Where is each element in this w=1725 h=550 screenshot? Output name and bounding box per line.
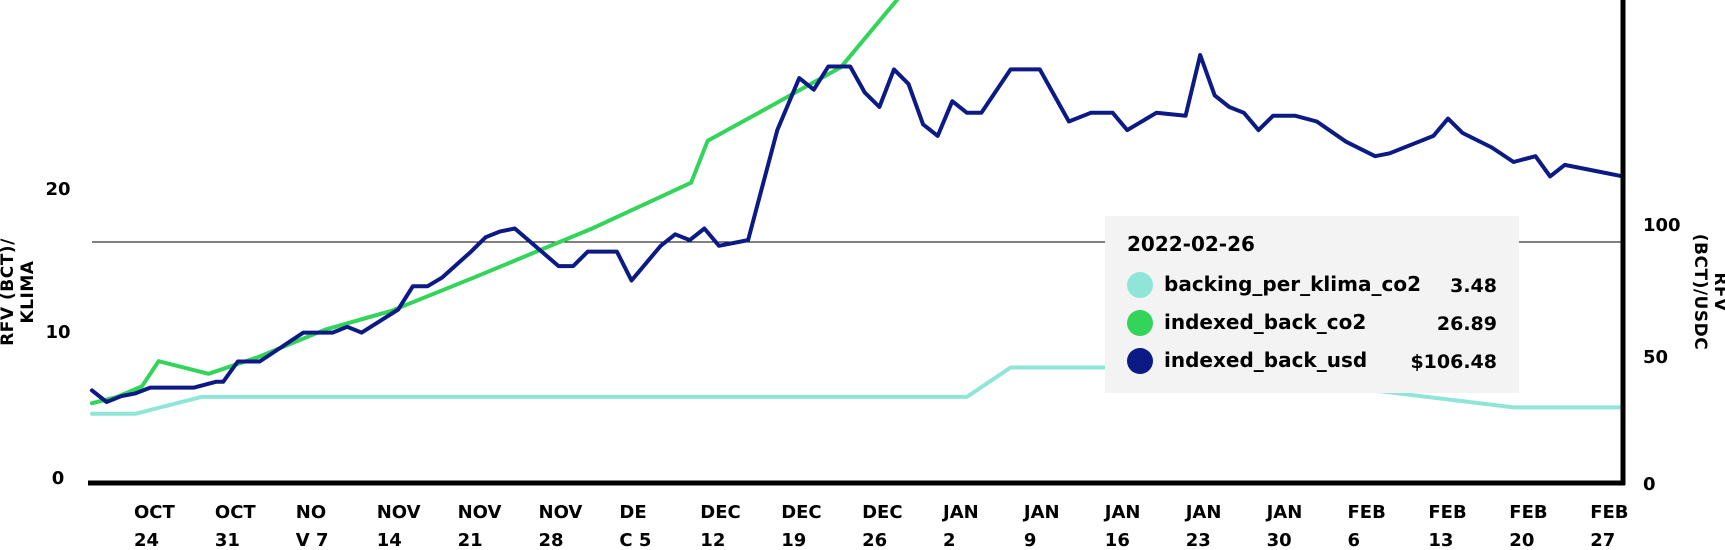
x-tick-label: 21 — [458, 530, 483, 550]
y-right-tick-label: 100 — [1643, 215, 1681, 236]
legend-swatch-backing-per-klima-co2 — [1127, 272, 1153, 298]
x-tick-label: JAN — [941, 502, 979, 523]
legend-swatch-indexed-back-co2 — [1127, 310, 1153, 336]
tooltip-series-value: 3.48 — [1450, 275, 1497, 297]
x-tick-label: C 5 — [619, 530, 651, 550]
x-tick-label: FEB — [1428, 502, 1466, 523]
x-tick-label: DEC — [862, 502, 902, 523]
y-axis-right-label: RFV (BCT)/USDC — [1690, 233, 1725, 351]
x-tick-label: 13 — [1428, 530, 1453, 550]
y-left-tick-label: 10 — [45, 322, 70, 343]
tooltip-series-name: backing_per_klima_co2 — [1164, 272, 1421, 296]
x-tick-label: 27 — [1590, 530, 1615, 550]
chart-series — [90, 0, 1625, 416]
x-tick-label: 31 — [215, 530, 240, 550]
x-tick-label: 16 — [1105, 530, 1130, 550]
x-tick-label: JAN — [1103, 502, 1141, 523]
x-tick-label: 12 — [700, 530, 725, 550]
series-line-backing-per-klima-co2 — [90, 365, 1625, 416]
x-tick-label: DEC — [781, 502, 821, 523]
series-line-indexed-back-usd — [90, 53, 1625, 404]
x-tick-label: 20 — [1509, 530, 1534, 550]
x-tick-label: NOV — [458, 502, 502, 523]
chart-tick-labels: 0 10 20 0 50 100 OCT 24 OCT 31 NO V 7 NOV 14 NOV 21 NOV 2… — [45, 179, 1680, 550]
tooltip-date: 2022-02-26 — [1127, 232, 1255, 256]
x-tick-label: JAN — [1265, 502, 1303, 523]
x-tick-label: V 7 — [296, 530, 329, 550]
x-tick-label: 28 — [539, 530, 564, 550]
x-tick-label: JAN — [1022, 502, 1060, 523]
x-tick-label: 30 — [1267, 530, 1292, 550]
x-tick-label: 23 — [1186, 530, 1211, 550]
y-left-tick-label: 20 — [45, 179, 70, 200]
y-right-tick-label: 0 — [1643, 474, 1656, 495]
x-tick-label: NOV — [539, 502, 583, 523]
tooltip-series-value: 26.89 — [1436, 313, 1497, 335]
x-tick-label: FEB — [1348, 502, 1386, 523]
x-tick-label: 6 — [1348, 530, 1361, 550]
x-tick-label: OCT — [215, 502, 257, 523]
x-tick-label: DE — [619, 502, 646, 523]
x-tick-label: JAN — [1184, 502, 1222, 523]
x-tick-label: 14 — [377, 530, 402, 550]
chart-axes — [88, 0, 1626, 486]
y-axis-left-label: RFV (BCT)/ KLIMA — [0, 238, 38, 346]
tooltip-row: indexed_back_co2 26.89 — [1127, 308, 1497, 338]
x-tick-label: NOV — [377, 502, 421, 523]
x-tick-label: FEB — [1590, 502, 1628, 523]
x-tick-label: 24 — [134, 530, 159, 550]
x-tick-label: OCT — [134, 502, 176, 523]
x-tick-label: 2 — [943, 530, 956, 550]
x-tick-label: 26 — [862, 530, 887, 550]
legend-swatch-indexed-back-usd — [1127, 348, 1153, 374]
x-tick-label: 19 — [781, 530, 806, 550]
x-tick-label: DEC — [700, 502, 740, 523]
tooltip-series-value: $106.48 — [1410, 351, 1497, 373]
tooltip-series-name: indexed_back_co2 — [1164, 310, 1367, 334]
tooltip-row: backing_per_klima_co2 3.48 — [1127, 270, 1497, 300]
x-tick-label: NO — [296, 502, 326, 523]
x-tick-label: FEB — [1509, 502, 1547, 523]
hover-tooltip: 2022-02-26 backing_per_klima_co2 3.48 in… — [1105, 216, 1519, 393]
y-right-tick-label: 50 — [1643, 347, 1668, 368]
tooltip-series-name: indexed_back_usd — [1164, 348, 1368, 372]
series-line-indexed-back-co2 — [90, 0, 900, 406]
tooltip-row: indexed_back_usd $106.48 — [1127, 346, 1497, 376]
y-left-tick-label: 0 — [52, 468, 65, 489]
x-tick-label: 9 — [1024, 530, 1037, 550]
